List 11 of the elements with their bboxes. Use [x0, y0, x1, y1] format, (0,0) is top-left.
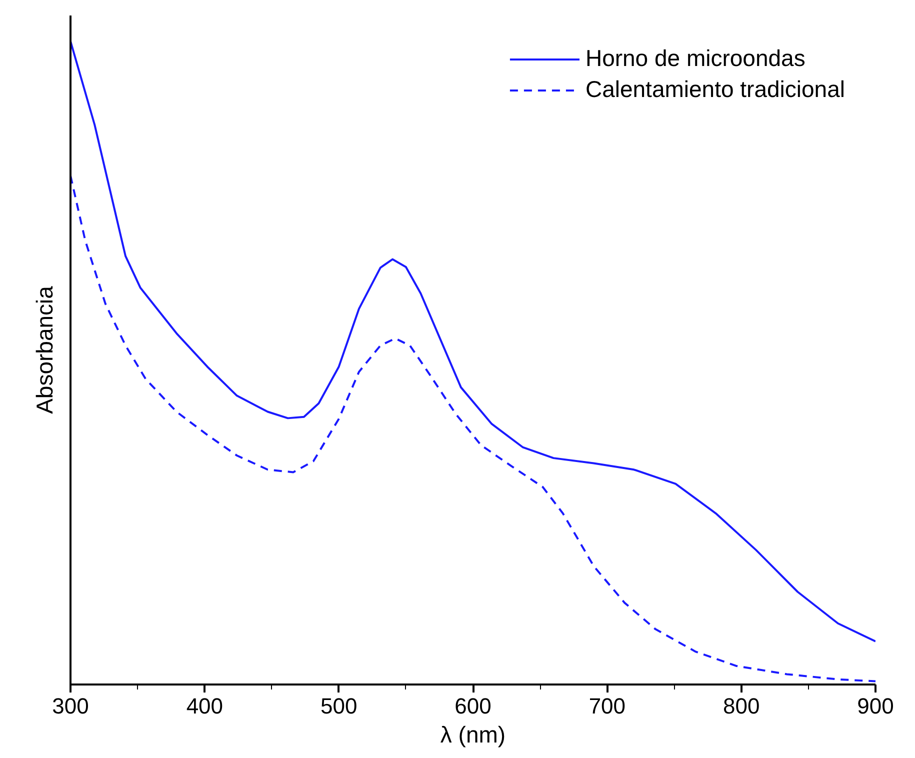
x-tick-label: 300 — [52, 694, 89, 718]
x-tick-label: 800 — [722, 694, 760, 718]
x-tick-label: 700 — [588, 694, 626, 718]
x-tick-label: 400 — [186, 694, 224, 718]
x-tick-label: 900 — [857, 694, 894, 718]
x-axis-title: λ (nm) — [440, 722, 506, 748]
legend-label: Horno de microondas — [585, 45, 806, 72]
x-tick-label: 500 — [320, 694, 358, 718]
legend-label: Calentamiento tradicional — [585, 76, 845, 103]
y-axis-title: Absorbancia — [32, 286, 58, 414]
x-tick-label: 600 — [454, 694, 492, 718]
